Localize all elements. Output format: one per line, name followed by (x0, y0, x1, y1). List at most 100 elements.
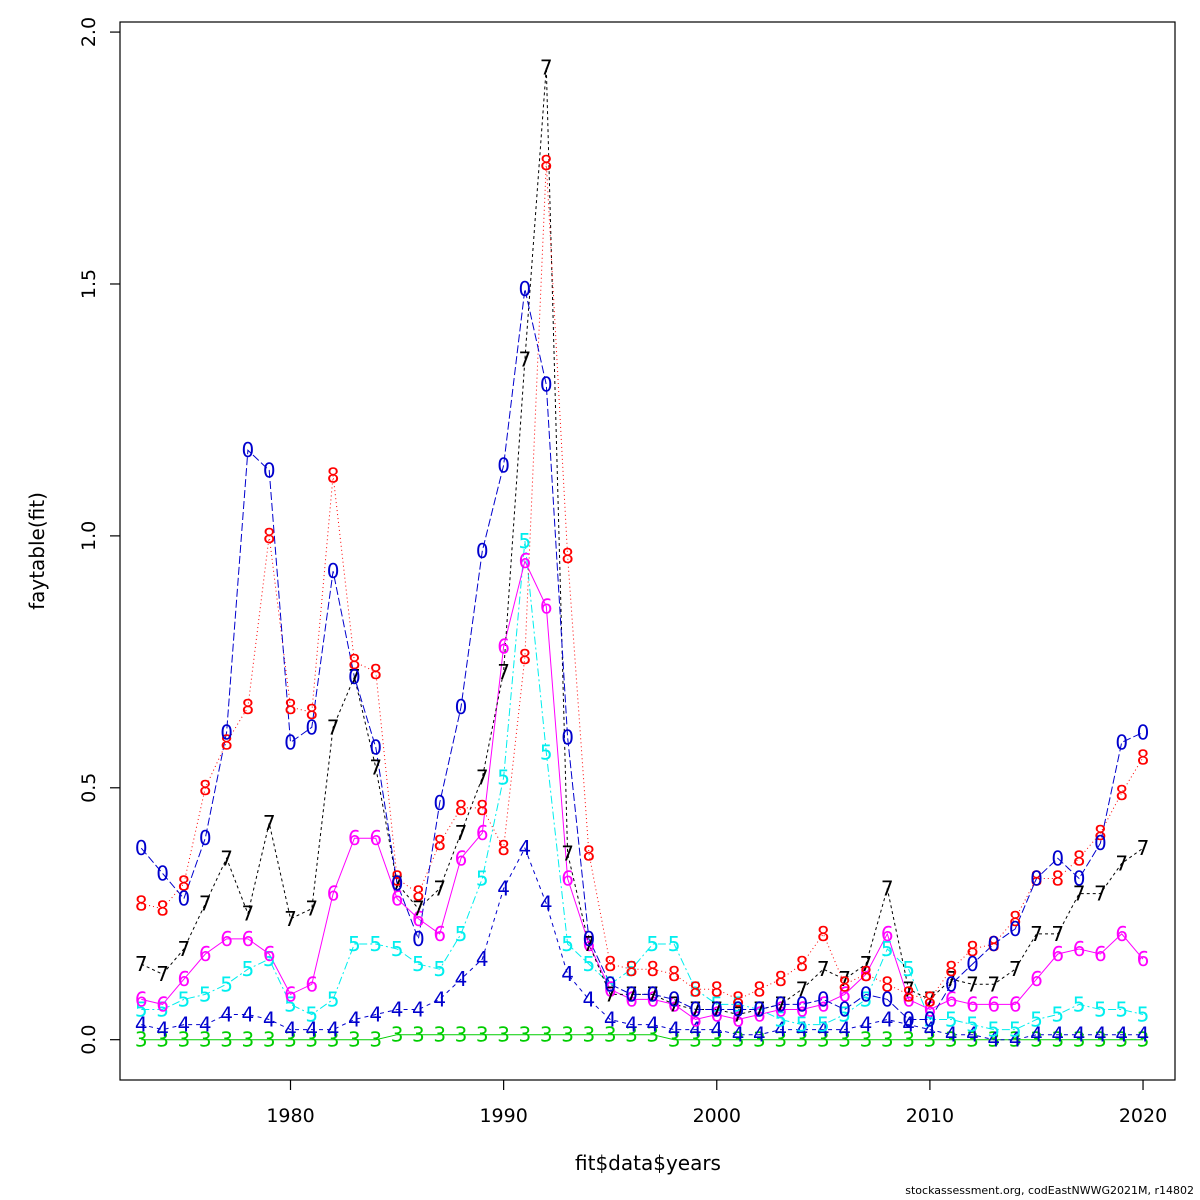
data-point-3: 3 (924, 1028, 937, 1052)
series-line-5 (141, 540, 1144, 1031)
data-point-0: 0 (412, 927, 425, 951)
data-point-4: 4 (796, 1018, 809, 1042)
data-point-6: 6 (689, 1008, 702, 1032)
data-point-5: 5 (1094, 998, 1107, 1022)
data-point-6: 6 (924, 998, 937, 1022)
data-point-4: 4 (646, 1013, 659, 1037)
data-point-3: 3 (838, 1028, 851, 1052)
data-point-7: 7 (433, 877, 446, 901)
data-point-5: 5 (881, 937, 894, 961)
data-point-3: 3 (519, 1023, 532, 1047)
data-point-0: 0 (305, 715, 318, 739)
data-point-5: 5 (583, 952, 596, 976)
data-point-8: 8 (220, 730, 233, 754)
series-line-8 (141, 163, 1144, 1000)
data-point-5: 5 (1137, 1003, 1150, 1027)
data-point-5: 5 (924, 1008, 937, 1032)
data-point-6: 6 (327, 882, 340, 906)
data-point-8: 8 (305, 700, 318, 724)
data-point-6: 6 (604, 977, 617, 1001)
data-point-0: 0 (327, 559, 340, 583)
data-point-7: 7 (753, 998, 766, 1022)
data-point-4: 4 (1009, 1028, 1022, 1052)
data-point-3: 3 (1094, 1028, 1107, 1052)
data-point-4: 4 (1115, 1023, 1128, 1047)
data-point-3: 3 (540, 1023, 553, 1047)
data-point-0: 0 (1073, 867, 1086, 891)
data-point-7: 7 (796, 977, 809, 1001)
data-point-3: 3 (412, 1023, 425, 1047)
data-point-0: 0 (561, 725, 574, 749)
data-point-4: 4 (817, 1018, 830, 1042)
data-point-0: 0 (263, 458, 276, 482)
data-point-4: 4 (156, 1018, 169, 1042)
data-point-3: 3 (433, 1023, 446, 1047)
data-point-0: 0 (838, 998, 851, 1022)
data-point-7: 7 (774, 992, 787, 1016)
data-point-7: 7 (1051, 922, 1064, 946)
data-point-5: 5 (838, 1003, 851, 1027)
data-point-3: 3 (1073, 1028, 1086, 1052)
data-point-3: 3 (369, 1028, 382, 1052)
data-point-4: 4 (519, 836, 532, 860)
data-point-5: 5 (774, 1008, 787, 1032)
data-point-7: 7 (583, 932, 596, 956)
data-point-8: 8 (369, 660, 382, 684)
data-point-0: 0 (242, 438, 255, 462)
data-point-6: 6 (1115, 922, 1128, 946)
data-point-8: 8 (583, 841, 596, 865)
series-line-6 (141, 559, 1144, 1021)
data-point-5: 5 (497, 766, 510, 790)
series-line-3 (141, 1034, 1143, 1041)
data-point-8: 8 (860, 962, 873, 986)
data-point-3: 3 (860, 1028, 873, 1052)
data-point-3: 3 (646, 1023, 659, 1047)
data-point-7: 7 (668, 992, 681, 1016)
data-point-0: 0 (1115, 730, 1128, 754)
data-point-5: 5 (519, 529, 532, 553)
data-point-3: 3 (156, 1028, 169, 1052)
data-point-7: 7 (497, 660, 510, 684)
data-point-7: 7 (1073, 882, 1086, 906)
data-point-5: 5 (476, 867, 489, 891)
data-point-3: 3 (902, 1028, 915, 1052)
y-tick-label: 2.0 (78, 17, 100, 47)
data-point-6: 6 (1051, 942, 1064, 966)
data-point-7: 7 (476, 766, 489, 790)
data-point-5: 5 (689, 977, 702, 1001)
data-point-0: 0 (348, 665, 361, 689)
data-point-5: 5 (1051, 1003, 1064, 1027)
data-point-4: 4 (1094, 1023, 1107, 1047)
data-point-0: 0 (284, 730, 297, 754)
data-point-5: 5 (860, 987, 873, 1011)
x-tick-label: 2010 (906, 1105, 954, 1127)
data-point-4: 4 (561, 962, 574, 986)
data-point-0: 0 (966, 952, 979, 976)
data-point-8: 8 (476, 796, 489, 820)
data-point-3: 3 (625, 1023, 638, 1047)
data-point-6: 6 (540, 594, 553, 618)
data-point-4: 4 (710, 1018, 723, 1042)
data-point-8: 8 (902, 982, 915, 1006)
y-axis: 0.0 0.5 1.0 1.5 2.0 (78, 17, 120, 1055)
data-point-4: 4 (860, 1013, 873, 1037)
data-point-8: 8 (796, 952, 809, 976)
data-point-0: 0 (924, 1008, 937, 1032)
data-point-8: 8 (1051, 867, 1064, 891)
data-point-5: 5 (1115, 998, 1128, 1022)
data-point-7: 7 (902, 977, 915, 1001)
data-point-4: 4 (497, 877, 510, 901)
data-point-7: 7 (348, 665, 361, 689)
data-point-6: 6 (199, 942, 212, 966)
data-point-3: 3 (604, 1023, 617, 1047)
x-tick-label: 1990 (479, 1105, 527, 1127)
data-point-6: 6 (348, 826, 361, 850)
data-point-6: 6 (497, 635, 510, 659)
data-point-6: 6 (561, 867, 574, 891)
data-point-0: 0 (732, 998, 745, 1022)
data-point-6: 6 (178, 967, 191, 991)
data-point-6: 6 (838, 982, 851, 1006)
data-point-5: 5 (625, 957, 638, 981)
data-point-0: 0 (540, 373, 553, 397)
